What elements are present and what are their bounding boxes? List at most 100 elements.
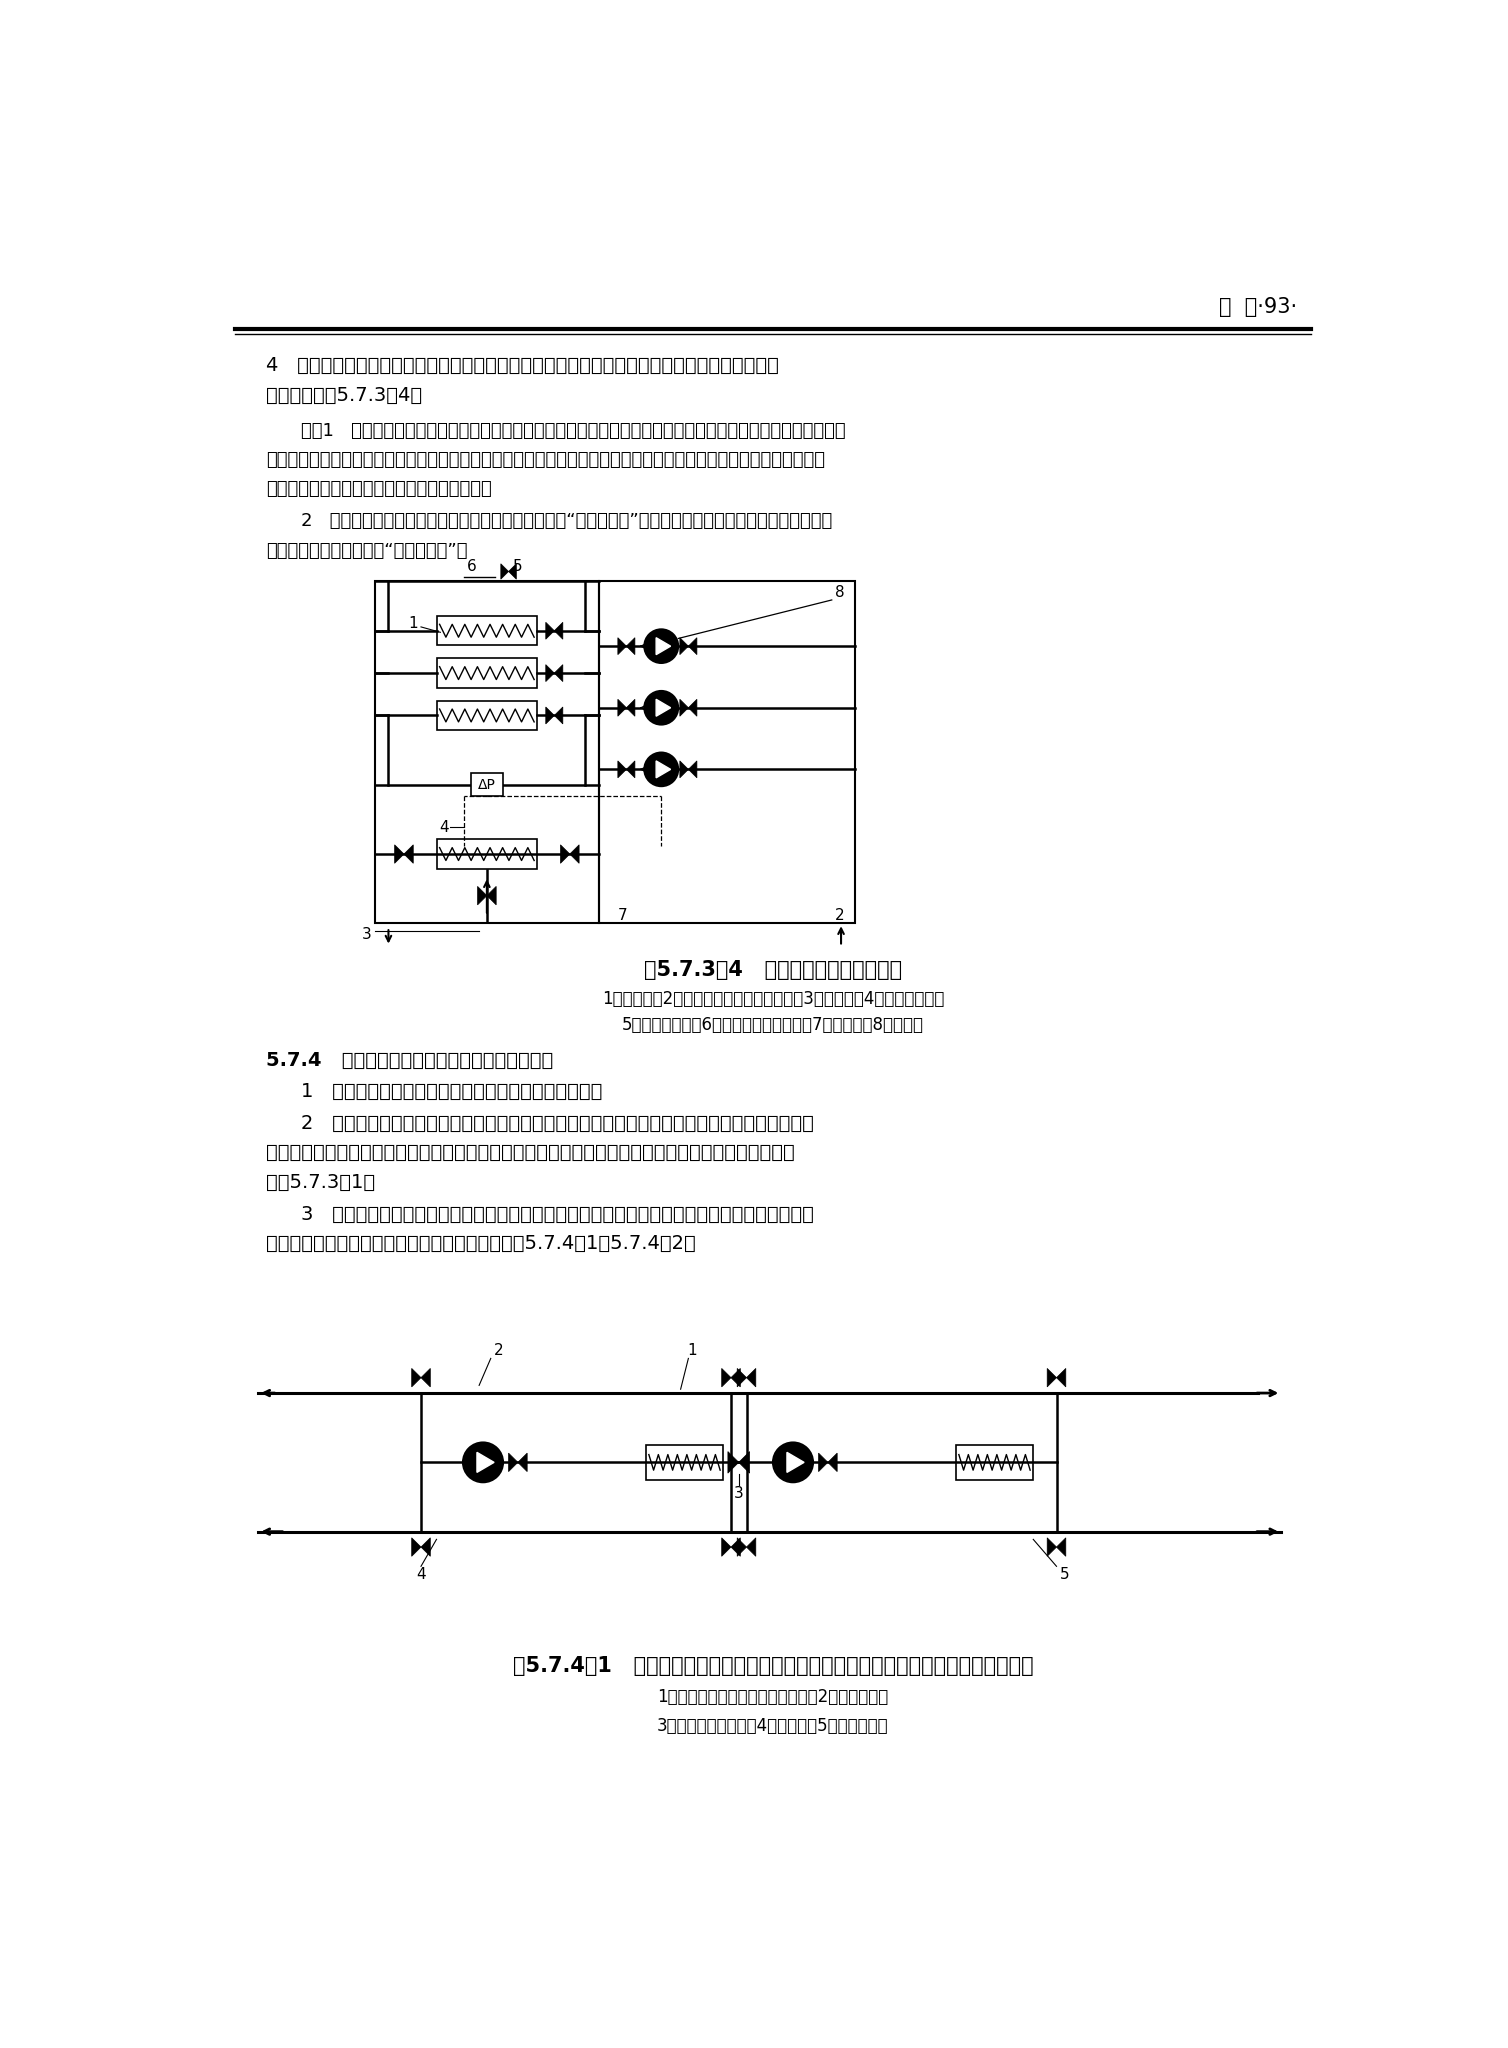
Text: 图5.7.3－4   空调热水变流量系统示例: 图5.7.3－4 空调热水变流量系统示例 [644,961,902,979]
Circle shape [644,629,679,664]
Polygon shape [555,707,562,723]
Polygon shape [688,762,697,778]
Bar [599,582,855,924]
Polygon shape [546,623,555,639]
Polygon shape [555,666,562,682]
Text: 1: 1 [409,616,418,631]
Polygon shape [508,563,516,580]
Polygon shape [412,1538,421,1556]
Polygon shape [1047,1368,1057,1386]
Text: 4: 4 [439,819,449,836]
Polygon shape [656,698,671,717]
Circle shape [644,690,679,725]
Text: 量系统，见图5.7.3－4。: 量系统，见图5.7.3－4。 [265,387,422,406]
Polygon shape [1047,1538,1057,1556]
Polygon shape [722,1368,731,1386]
Text: 3   冷水机组与冷水循环泵之间，宜采用一对一独立接管的连接方式；机组数量较少时，宜在各组: 3 冷水机组与冷水循环泵之间，宜采用一对一独立接管的连接方式；机组数量较少时，宜… [302,1204,814,1225]
Text: 3－常闭手动转换鄀；4－止回鄀；5－设备检修鄀: 3－常闭手动转换鄀；4－止回鄀；5－设备检修鄀 [657,1718,888,1735]
Text: 5: 5 [1060,1567,1069,1581]
Text: 5－电动两通阀；6－末端空气处理装置；7－止回鄀；8－备用泵: 5－电动两通阀；6－末端空气处理装置；7－止回鄀；8－备用泵 [621,1016,924,1034]
Bar [436,840,537,868]
Text: 注：1   本节二次泵系统专指冷源侧和负荷侧各级水泵直接串联的空调冷水系统。为与采用换热器间接连接的水系: 注：1 本节二次泵系统专指冷源侧和负荷侧各级水泵直接串联的空调冷水系统。为与采用… [302,422,846,440]
Text: 图5.7.4－1   循环泵和冷水机组之间一对一接管连接方式（无备用泵）和阀门配置示例: 图5.7.4－1 循环泵和冷水机组之间一对一接管连接方式（无备用泵）和阀门配置示… [513,1657,1033,1677]
Polygon shape [395,846,404,864]
Bar [436,659,537,688]
Text: 3: 3 [362,928,371,942]
Polygon shape [1057,1368,1066,1386]
Text: 6: 6 [466,559,477,573]
Text: 1－冷水机组（蒸发器或冷凝器）；2－循环水泵；: 1－冷水机组（蒸发器或冷凝器）；2－循环水泵； [657,1688,888,1706]
Polygon shape [626,637,635,655]
Polygon shape [626,762,635,778]
Bar [645,1444,724,1481]
Polygon shape [737,1538,746,1556]
Polygon shape [404,846,413,864]
Polygon shape [680,637,688,655]
Text: 5: 5 [513,559,523,573]
Circle shape [644,752,679,786]
Bar [436,616,537,645]
Polygon shape [618,698,626,717]
Polygon shape [731,1368,740,1386]
Bar [436,700,537,729]
Polygon shape [746,1538,756,1556]
Polygon shape [680,762,688,778]
Polygon shape [477,1452,495,1473]
Polygon shape [421,1538,430,1556]
Text: 管）之间设旁通管和电动两通调节鄀，旁通管和旁通鄀的设计流量应取单台最大冷水机组的额定流量，: 管）之间设旁通管和电动两通调节鄀，旁通管和旁通鄀的设计流量应取单台最大冷水机组的… [265,1143,795,1163]
Polygon shape [731,1538,740,1556]
Polygon shape [1057,1538,1066,1556]
Text: 见图5.7.3－1；: 见图5.7.3－1； [265,1174,375,1192]
Text: 空  调·93·: 空 调·93· [1218,297,1297,317]
Polygon shape [656,637,671,655]
Circle shape [463,1442,504,1483]
Text: 1－换热器；2－变频调速空调热水循环泵；3－温控阀；4－压差控制器；: 1－换热器；2－变频调速空调热水循环泵；3－温控阀；4－压差控制器； [602,989,944,1008]
Polygon shape [618,637,626,655]
Bar [374,582,599,924]
Text: 统区别，本节将直接串联连接的冷源侧和负荷侧水泵分别称为一级泵和二级泵，将间接连接的换热器前、后一次水循环: 统区别，本节将直接串联连接的冷源侧和负荷侧水泵分别称为一级泵和二级泵，将间接连接… [265,451,825,469]
Bar [470,774,504,797]
Polygon shape [478,887,487,905]
Text: 2: 2 [835,907,844,924]
Text: 2   当末端空气处理装置采用电动两通鄀时，应在冷热源侧和负荷侧的集、分水器（或总供、回水: 2 当末端空气处理装置采用电动两通鄀时，应在冷热源侧和负荷侧的集、分水器（或总供… [302,1114,814,1133]
Polygon shape [728,1452,739,1473]
Text: 设备连接管之间设置互为备用的手动转换鄀，见图5.7.4－1和5.7.4－2；: 设备连接管之间设置互为备用的手动转换鄀，见图5.7.4－1和5.7.4－2； [265,1235,695,1253]
Polygon shape [626,698,635,717]
Polygon shape [487,887,496,905]
Polygon shape [501,563,508,580]
Text: 2   本节对电动控制的两通阀门的称谓：除注明者外，“电动两通阀”包括双位控制和连续调节阀门，其中连续: 2 本节对电动控制的两通阀门的称谓：除注明者外，“电动两通阀”包括双位控制和连续… [302,512,832,530]
Polygon shape [737,1368,746,1386]
Text: 7: 7 [618,907,627,924]
Polygon shape [746,1368,756,1386]
Polygon shape [688,698,697,717]
Polygon shape [508,1454,517,1473]
Polygon shape [787,1452,804,1473]
Polygon shape [828,1454,837,1473]
Text: 8: 8 [835,586,844,600]
Text: 4: 4 [416,1567,425,1581]
Polygon shape [412,1368,421,1386]
Polygon shape [618,762,626,778]
Polygon shape [688,637,697,655]
Polygon shape [555,623,562,639]
Text: 1: 1 [688,1343,697,1358]
Text: ΔP: ΔP [478,778,496,793]
Polygon shape [421,1368,430,1386]
Text: 调节阀门，按习惯特称为“两通调节阀”。: 调节阀门，按习惯特称为“两通调节阀”。 [265,541,467,559]
Text: 2: 2 [493,1343,504,1358]
Text: 3: 3 [734,1485,743,1501]
Text: 1   末端空气处理装置的回水支管上宜设置电动两通鄀；: 1 末端空气处理装置的回水支管上宜设置电动两通鄀； [302,1081,602,1100]
Bar [956,1444,1033,1481]
Polygon shape [546,707,555,723]
Circle shape [772,1442,813,1483]
Polygon shape [722,1538,731,1556]
Text: 泵和二次水循环泵分别简称为一次泵和二次泵。: 泵和二次水循环泵分别简称为一次泵和二次泵。 [265,479,492,498]
Text: 4   采用换热器加热或冷却的空调热水或冷水系统，其负荷侧二次水应采用二次泵变频调节的变流: 4 采用换热器加热或冷却的空调热水或冷水系统，其负荷侧二次水应采用二次泵变频调节… [265,356,778,375]
Polygon shape [819,1454,828,1473]
Polygon shape [561,846,570,864]
Polygon shape [517,1454,528,1473]
Text: 5.7.4   一次泵空调水系统设计应符合下列要求：: 5.7.4 一次泵空调水系统设计应符合下列要求： [265,1051,553,1069]
Polygon shape [680,698,688,717]
Polygon shape [739,1452,749,1473]
Polygon shape [656,762,671,778]
